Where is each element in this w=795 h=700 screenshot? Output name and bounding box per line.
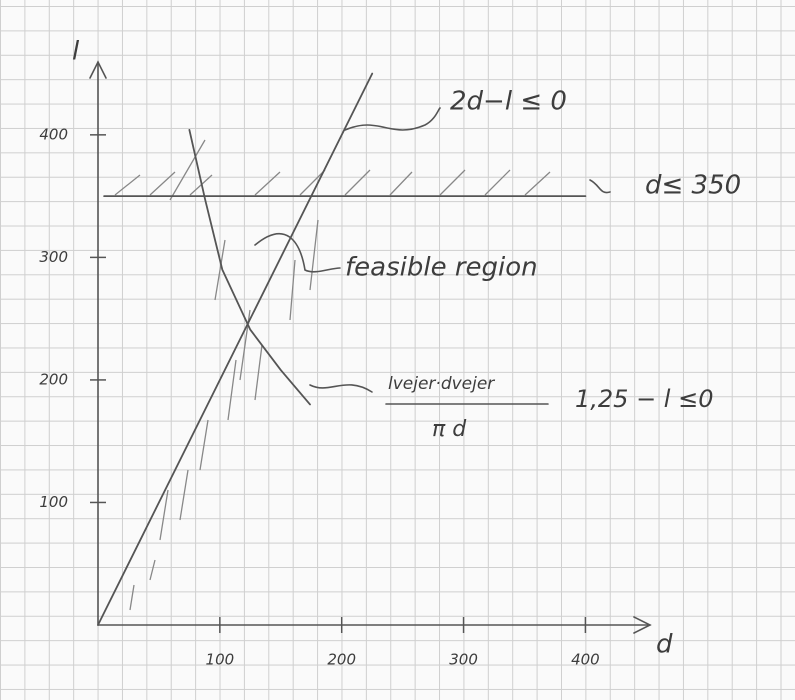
x-tick-label: 300 <box>449 651 478 669</box>
y-axis-label: l <box>72 37 80 67</box>
x-tick-label: 200 <box>327 651 356 669</box>
series-label-rest: 1,25 − l ≤0 <box>575 385 713 413</box>
chart: l d 2d−l ≤ 0 d≤ 350 lvejer·dvejer π d 1,… <box>0 0 795 700</box>
x-tick-label: 400 <box>571 651 600 669</box>
annotation: feasible region <box>345 253 538 283</box>
constraint-line <box>98 74 372 625</box>
x-axis-label: d <box>656 630 673 660</box>
y-tick-label: 300 <box>39 248 68 266</box>
series-label: d≤ 350 <box>645 171 741 201</box>
y-tick-label: 400 <box>39 125 68 143</box>
series-label-denominator: π d <box>432 417 467 442</box>
constraint-line <box>189 130 310 405</box>
y-tick-label: 200 <box>39 370 68 388</box>
series-label-numerator: lvejer·dvejer <box>388 374 495 394</box>
series-label: 2d−l ≤ 0 <box>450 87 567 117</box>
paper: l d 2d−l ≤ 0 d≤ 350 lvejer·dvejer π d 1,… <box>0 0 795 700</box>
x-tick-label: 100 <box>206 651 235 669</box>
y-tick-label: 100 <box>39 493 68 511</box>
